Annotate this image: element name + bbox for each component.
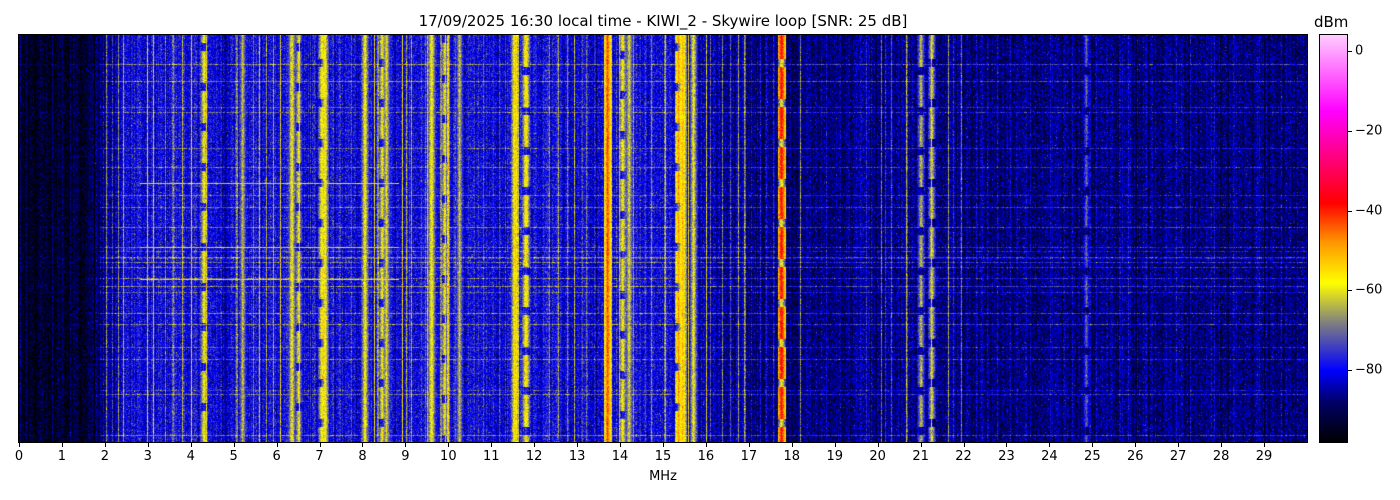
x-tick-mark — [362, 442, 364, 447]
x-tick-label: 16 — [697, 449, 715, 464]
x-tick-mark — [276, 442, 278, 447]
x-tick-label: 21 — [912, 449, 929, 464]
colorbar-tick-mark — [1347, 370, 1352, 372]
x-tick-label: 7 — [315, 449, 324, 464]
x-tick-label: 19 — [826, 449, 843, 464]
x-tick-mark — [920, 442, 922, 447]
x-tick-mark — [577, 442, 579, 447]
x-tick-label: 3 — [143, 449, 152, 464]
colorbar-tick-mark — [1347, 130, 1352, 132]
x-tick-label: 27 — [1169, 449, 1187, 464]
x-tick-mark — [491, 442, 493, 447]
x-tick-mark — [61, 442, 63, 447]
x-tick-mark — [705, 442, 707, 447]
colorbar-tick-mark — [1347, 290, 1352, 292]
x-tick-mark — [791, 442, 793, 447]
x-tick-label: 17 — [740, 449, 758, 464]
colorbar-tick-mark — [1347, 210, 1352, 212]
colorbar-tick-label: −80 — [1355, 362, 1383, 378]
x-tick-label: 24 — [1041, 449, 1058, 464]
x-tick-label: 5 — [229, 449, 238, 464]
x-tick-mark — [1264, 442, 1266, 447]
colorbar-tick-label: 0 — [1355, 43, 1364, 59]
x-tick-label: 8 — [358, 449, 367, 464]
waterfall-heatmap — [18, 34, 1308, 443]
x-axis-label: MHz — [649, 469, 677, 484]
x-tick-label: 11 — [482, 449, 500, 464]
x-tick-label: 25 — [1084, 449, 1101, 464]
x-tick-label: 28 — [1212, 449, 1230, 464]
x-tick-label: 22 — [955, 449, 972, 464]
x-tick-mark — [19, 442, 20, 447]
x-tick-mark — [1049, 442, 1051, 447]
x-tick-label: 9 — [401, 449, 410, 464]
x-tick-mark — [405, 442, 407, 447]
x-tick-mark — [1221, 442, 1223, 447]
x-tick-mark — [663, 442, 664, 447]
x-tick-mark — [834, 442, 836, 447]
x-tick-mark — [104, 442, 106, 447]
x-tick-label: 0 — [14, 449, 24, 464]
x-tick-label: 6 — [272, 449, 281, 464]
x-tick-mark — [877, 442, 879, 447]
x-tick-label: 4 — [186, 449, 195, 464]
x-tick-label: 14 — [611, 449, 629, 464]
x-tick-mark — [963, 442, 965, 447]
x-tick-label: 15 — [654, 449, 672, 464]
x-tick-mark — [147, 442, 149, 447]
colorbar-tick-mark — [1347, 50, 1352, 52]
colorbar-tick-label: −40 — [1355, 203, 1383, 219]
colorbar-tick-label: −60 — [1355, 282, 1383, 298]
colorbar — [1319, 34, 1348, 443]
x-tick-mark — [448, 442, 450, 447]
x-tick-mark — [1006, 442, 1008, 447]
x-tick-mark — [233, 442, 235, 447]
colorbar-tick-label: −20 — [1355, 123, 1383, 139]
x-tick-label: 13 — [568, 449, 586, 464]
x-tick-mark — [1092, 442, 1094, 447]
x-tick-mark — [1178, 442, 1180, 447]
x-tick-label: 18 — [783, 449, 801, 464]
x-tick-label: 12 — [525, 449, 543, 464]
chart-title: 17/09/2025 16:30 local time - KIWI_2 - S… — [418, 12, 908, 30]
x-tick-mark — [190, 442, 192, 447]
x-tick-mark — [748, 442, 750, 447]
x-tick-mark — [319, 442, 321, 447]
x-tick-label: 29 — [1255, 449, 1273, 464]
x-tick-label: 1 — [57, 449, 67, 464]
x-tick-mark — [1135, 442, 1137, 447]
x-tick-label: 26 — [1126, 449, 1144, 464]
x-tick-label: 10 — [440, 449, 457, 464]
x-tick-mark — [534, 442, 536, 447]
x-tick-mark — [620, 442, 622, 447]
x-tick-label: 2 — [100, 449, 109, 464]
colorbar-label: dBm — [1314, 13, 1349, 31]
x-tick-label: 23 — [998, 449, 1015, 464]
x-tick-label: 20 — [869, 449, 886, 464]
